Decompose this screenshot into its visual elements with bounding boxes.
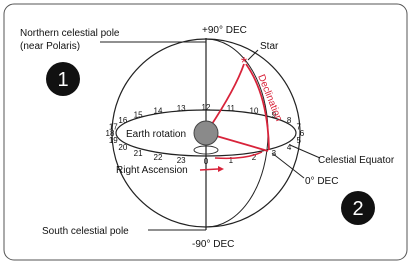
north-pole-label: Northern celestial pole: [20, 28, 120, 39]
hour-label: 16: [118, 116, 127, 125]
badge-label: 2: [352, 198, 363, 220]
earth-rotation-label: Earth rotation: [126, 129, 186, 140]
hour-label: 8: [287, 116, 292, 125]
hour-label: 12: [202, 103, 211, 112]
diagram: 01234567891011121314151617181920212223 *…: [0, 0, 412, 265]
hour-label: 21: [134, 149, 143, 158]
zero-dec-label: 0° DEC: [305, 176, 338, 187]
right-ascension-label: Right Ascension: [116, 165, 188, 176]
earth: [194, 121, 218, 145]
hour-label: 22: [154, 153, 163, 162]
north-pole-note: (near Polaris): [20, 41, 80, 52]
hour-label: 13: [177, 104, 186, 113]
hour-label: 23: [177, 156, 186, 165]
minus90-label: -90° DEC: [192, 239, 234, 250]
hour-label: 11: [227, 104, 236, 113]
hour-label: 14: [154, 106, 163, 115]
star-label: Star: [260, 41, 279, 52]
hour-label: 20: [118, 143, 127, 152]
ra-arrow: [200, 169, 218, 170]
hour-label: 4: [287, 143, 292, 152]
hour-label: 19: [109, 136, 118, 145]
plus90-label: +90° DEC: [202, 25, 247, 36]
hour-label: 15: [134, 111, 143, 120]
star-mark: *: [241, 55, 247, 72]
south-pole-label: South celestial pole: [42, 226, 129, 237]
hour-label: 10: [250, 106, 259, 115]
hour-label: 1: [229, 156, 234, 165]
hour-label: 0: [204, 157, 209, 166]
hour-label: 7: [297, 122, 302, 131]
celestial-equator-label: Celestial Equator: [318, 155, 395, 166]
badge-label: 1: [57, 69, 68, 91]
